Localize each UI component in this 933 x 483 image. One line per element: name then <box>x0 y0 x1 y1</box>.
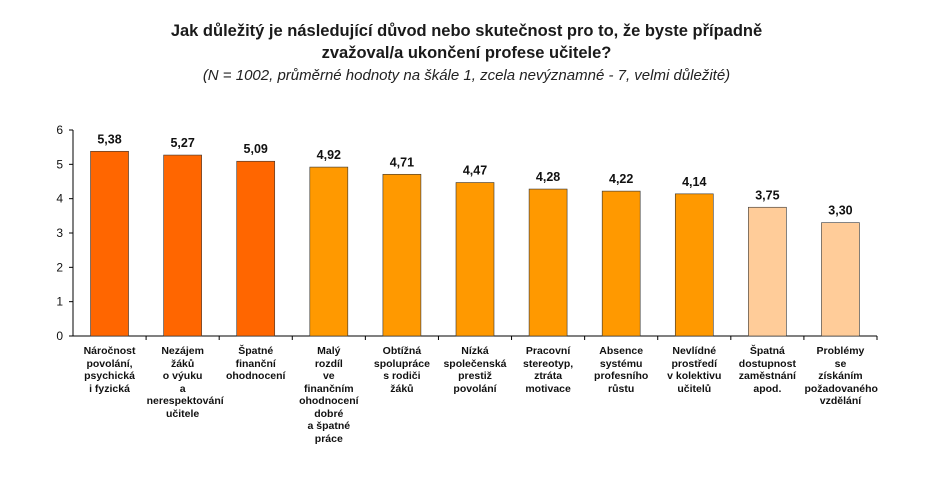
bar <box>309 166 349 337</box>
bar-value-label: 4,14 <box>682 175 706 189</box>
bar-value-label: 4,47 <box>463 164 487 178</box>
bar <box>674 193 714 337</box>
bar <box>455 182 495 337</box>
y-tick-label: 2 <box>56 260 63 274</box>
bar <box>748 206 787 337</box>
y-tick-label: 3 <box>56 226 63 240</box>
bar-value-label: 5,38 <box>97 132 121 146</box>
bar-value-label: 4,28 <box>536 170 560 184</box>
category-label: Nezájem žáků o výuku a nerespektování uč… <box>146 345 224 420</box>
bar-value-label: 4,92 <box>317 148 341 162</box>
category-label: Malý rozdíl ve finančním ohodnocení dobr… <box>299 345 359 445</box>
y-tick-label: 1 <box>56 295 63 309</box>
y-tick-label: 6 <box>56 123 63 137</box>
category-label: Špatná dostupnost zaměstnání apod. <box>738 345 796 395</box>
category-label: Náročnost povolání, psychická i fyzická <box>83 345 136 395</box>
bar <box>382 173 422 337</box>
category-label: Nízká společenská prestiž povolání <box>443 345 507 395</box>
bar-value-label: 4,22 <box>609 172 633 186</box>
bar <box>163 154 202 337</box>
bar-value-label: 3,30 <box>828 204 852 218</box>
chart-title: Jak důležitý je následující důvod nebo s… <box>170 22 763 62</box>
chart-title-block: Jak důležitý je následující důvod nebo s… <box>0 20 933 86</box>
chart-subtitle: (N = 1002, průměrné hodnoty na škále 1, … <box>202 67 731 84</box>
category-label: Obtížná spolupráce s rodiči žáků <box>373 345 430 395</box>
bar <box>90 150 129 337</box>
bar <box>236 160 276 337</box>
category-label: Pracovní stereotyp, ztráta motivace <box>522 345 574 395</box>
y-tick-label: 5 <box>56 157 63 171</box>
category-label: Nevlídné prostředí v kolektivu učitelů <box>667 345 722 395</box>
bar <box>821 222 860 337</box>
bar-value-label: 5,27 <box>170 136 194 150</box>
bar <box>528 188 568 337</box>
bar-value-label: 3,75 <box>755 188 779 202</box>
bar-value-label: 4,71 <box>390 155 414 169</box>
bar-value-label: 5,09 <box>244 142 268 156</box>
bar <box>601 190 641 337</box>
category-label: Špatné finanční ohodnocení <box>225 345 286 382</box>
y-tick-label: 4 <box>56 192 63 206</box>
category-label: Absence systému profesního růstu <box>594 345 649 395</box>
y-tick-label: 0 <box>56 329 63 343</box>
category-label: Problémy se získáním požadovaného vzdělá… <box>804 345 878 407</box>
